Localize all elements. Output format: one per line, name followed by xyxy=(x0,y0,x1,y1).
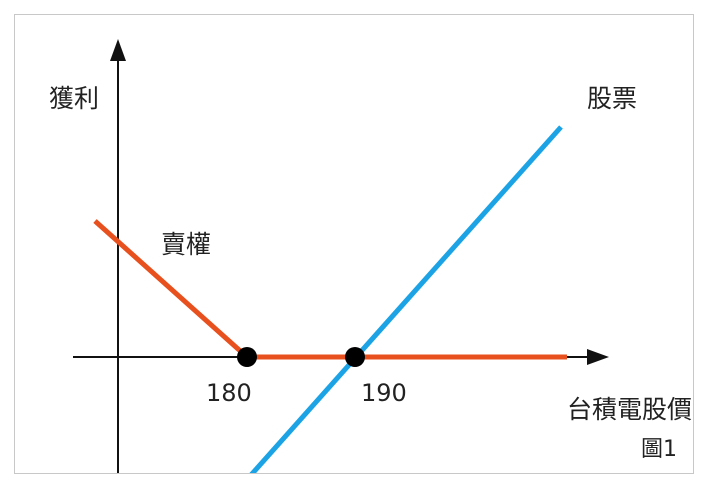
diagram-frame: 獲利 股票 賣權 180 190 台積電股價 圖1 xyxy=(14,14,694,474)
figure-label: 圖1 xyxy=(641,437,677,462)
x-axis-label: 台積電股價 xyxy=(567,395,692,424)
payoff-diagram: 獲利 股票 賣權 180 190 台積電股價 圖1 xyxy=(49,39,692,473)
point-190 xyxy=(345,347,365,367)
tick-label-180: 180 xyxy=(206,379,252,407)
put-line-label: 賣權 xyxy=(161,230,211,259)
point-180 xyxy=(237,347,257,367)
tick-label-190: 190 xyxy=(361,379,407,407)
y-axis-arrow xyxy=(110,39,126,61)
stock-line xyxy=(249,125,563,473)
y-axis-label: 獲利 xyxy=(49,84,99,113)
x-axis-arrow xyxy=(587,349,609,365)
stock-line-label: 股票 xyxy=(587,84,637,113)
